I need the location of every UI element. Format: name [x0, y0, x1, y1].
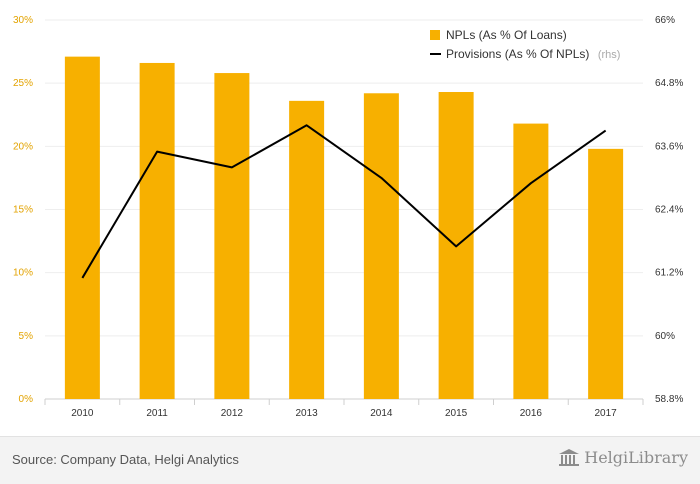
x-tick-label: 2014: [370, 408, 393, 419]
x-tick-label: 2015: [445, 408, 468, 419]
x-tick-label: 2016: [520, 408, 543, 419]
logo-text: HelgiLibrary: [584, 448, 688, 467]
x-tick-label: 2011: [146, 408, 168, 419]
bar: [214, 73, 249, 399]
y-left-tick-label: 20%: [13, 141, 33, 152]
y-left-tick-label: 0%: [19, 394, 34, 405]
bar: [140, 63, 175, 399]
y-left-tick-label: 30%: [13, 15, 33, 26]
legend-line-label: Provisions (As % Of NPLs): [446, 47, 589, 61]
x-tick-label: 2013: [296, 408, 319, 419]
helgi-library-logo[interactable]: HelgiLibrary: [558, 448, 688, 467]
axis-ticks: 0% 5% 10% 15% 20% 25% 30% 58.8% 60% 61.2% 62.4% 63.…: [13, 15, 683, 419]
legend-bar-swatch: [430, 30, 440, 40]
y-right-tick-label: 62.4%: [655, 205, 683, 216]
y-left-tick-label: 5%: [19, 331, 34, 342]
x-tick-label: 2010: [71, 408, 94, 419]
legend: NPLs (As % Of Loans) Provisions (As % Of…: [430, 28, 620, 62]
bar: [588, 149, 623, 399]
y-right-tick-label: 63.6%: [655, 141, 683, 152]
library-building-icon: [558, 449, 580, 467]
x-tick-label: 2017: [595, 408, 618, 419]
y-right-tick-label: 60%: [655, 331, 675, 342]
y-left-tick-label: 25%: [13, 78, 33, 89]
gridlines: [45, 20, 643, 405]
legend-bar-label: NPLs (As % Of Loans): [446, 28, 567, 42]
bar: [65, 57, 100, 399]
chart: 0% 5% 10% 15% 20% 25% 30% 58.8% 60% 61.2% 62.4% 63.…: [0, 0, 700, 436]
y-right-tick-label: 64.8%: [655, 78, 683, 89]
y-right-tick-label: 61.2%: [655, 268, 683, 279]
bar: [513, 124, 548, 399]
legend-line-suffix: (rhs): [598, 49, 621, 61]
x-tick-label: 2012: [221, 408, 244, 419]
footer: Source: Company Data, Helgi Analytics He…: [0, 436, 700, 484]
y-right-tick-label: 58.8%: [655, 394, 683, 405]
y-left-tick-label: 10%: [13, 268, 33, 279]
y-right-tick-label: 66%: [655, 15, 675, 26]
bar: [364, 93, 399, 399]
y-left-tick-label: 15%: [13, 205, 33, 216]
source-note: Source: Company Data, Helgi Analytics: [12, 452, 239, 467]
bar: [289, 101, 324, 399]
legend-line-entry: Provisions (As % Of NPLs) (rhs): [446, 45, 620, 62]
bar-series: [65, 57, 623, 399]
